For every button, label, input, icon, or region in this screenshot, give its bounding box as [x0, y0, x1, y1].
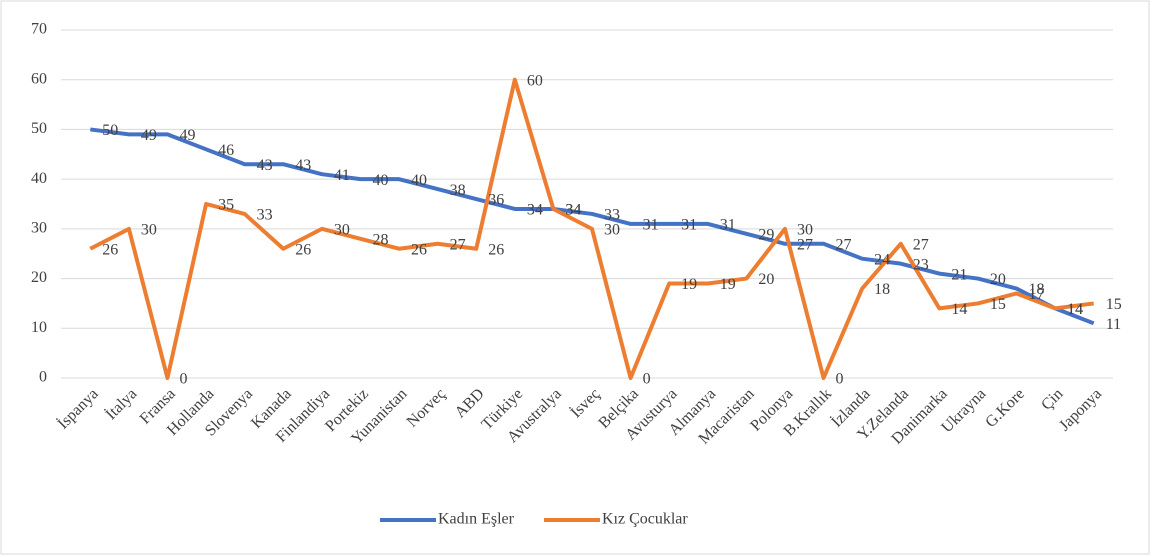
data-label: 15: [990, 296, 1006, 313]
legend-label: Kız Çocuklar: [602, 511, 688, 528]
data-label: 14: [951, 301, 967, 318]
data-label: 26: [295, 241, 311, 258]
data-label: 26: [488, 241, 504, 258]
data-label: 11: [1106, 316, 1121, 333]
y-tick-label: 20: [31, 269, 47, 286]
data-label: 23: [913, 256, 929, 273]
data-label: 14: [1067, 301, 1083, 318]
data-label: 40: [372, 172, 388, 189]
data-label: 33: [257, 207, 273, 224]
data-label: 14: [1067, 301, 1083, 318]
data-label: 27: [836, 236, 852, 253]
data-label: 30: [334, 222, 350, 239]
data-label: 0: [643, 371, 651, 388]
y-tick-label: 70: [31, 21, 47, 38]
data-label: 43: [257, 157, 273, 174]
data-label: 19: [720, 276, 736, 293]
data-label: 26: [102, 241, 118, 258]
data-label: 21: [951, 266, 967, 283]
data-label: 38: [450, 182, 466, 199]
data-label: 27: [797, 236, 813, 253]
series-line: [89, 77, 1094, 380]
data-label: 34: [565, 202, 581, 219]
y-tick-label: 40: [31, 170, 47, 187]
y-tick-label: 30: [31, 220, 47, 237]
data-label: 36: [488, 192, 504, 209]
data-label: 19: [681, 276, 697, 293]
data-label: 60: [527, 72, 543, 89]
data-label: 31: [643, 217, 659, 234]
data-label: 26: [411, 241, 427, 258]
data-label: 30: [141, 222, 157, 239]
data-label: 0: [836, 371, 844, 388]
y-tick-label: 60: [31, 70, 47, 87]
data-label: 18: [1029, 281, 1045, 298]
data-label: 0: [179, 371, 187, 388]
data-label: 50: [102, 122, 118, 139]
y-tick-label: 0: [39, 369, 47, 386]
data-label: 33: [604, 207, 620, 224]
data-label: 49: [179, 127, 195, 144]
data-label: 43: [295, 157, 311, 174]
data-label: 49: [141, 127, 157, 144]
data-label: 15: [1106, 296, 1122, 313]
legend-label: Kadın Eşler: [438, 511, 515, 528]
y-tick-label: 50: [31, 120, 47, 137]
data-label: 34: [565, 202, 581, 219]
data-label: 41: [334, 167, 350, 184]
data-label: 34: [527, 202, 543, 219]
data-label: 35: [218, 197, 234, 214]
data-label: 31: [720, 217, 736, 234]
data-label: 20: [990, 271, 1006, 288]
data-label: 17: [1029, 286, 1045, 303]
data-label: 18: [874, 281, 890, 298]
series-line: [90, 127, 1095, 326]
data-label: 40: [411, 172, 427, 189]
y-tick-label: 10: [31, 319, 47, 336]
data-label: 24: [874, 251, 890, 268]
data-label: 20: [758, 271, 774, 288]
data-label: 30: [797, 222, 813, 239]
data-label: 30: [604, 222, 620, 239]
data-label: 29: [758, 227, 774, 244]
data-label: 28: [372, 231, 388, 248]
data-label: 46: [218, 142, 234, 159]
data-label: 27: [913, 236, 929, 253]
data-label: 31: [681, 217, 697, 234]
data-label: 27: [450, 236, 466, 253]
